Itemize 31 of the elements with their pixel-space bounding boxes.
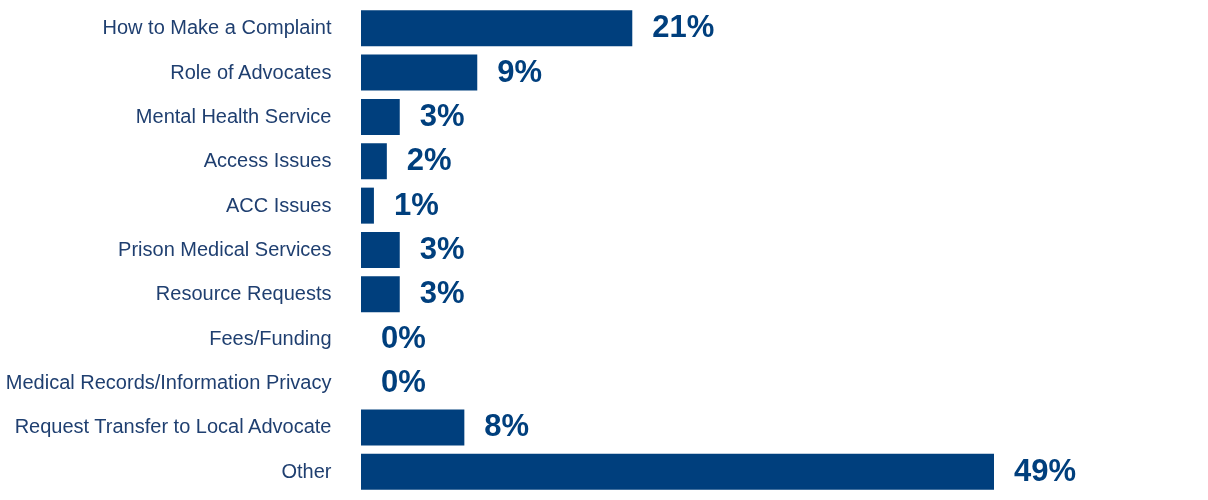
data-label: 9% [497,53,543,89]
bar [361,276,400,313]
bar [361,453,994,490]
data-label: 0% [381,364,426,400]
y-tick-label: ACC Issues [225,193,332,216]
y-tick-label: Role of Advocates [170,60,332,83]
data-label: 3% [419,97,465,133]
bar [361,10,633,47]
data-label: 8% [484,408,530,444]
y-tick-label: Request Transfer to Local Advocate [14,415,332,438]
y-tick-label: Fees/Funding [209,326,332,349]
bar [361,232,400,268]
y-tick-label: Access Issues [203,149,332,172]
y-tick-label: Other [281,459,332,482]
data-label: 1% [393,186,439,222]
data-label: 3% [419,275,465,311]
data-label: 49% [1014,452,1077,488]
y-tick-label: How to Make a Complaint [102,16,332,39]
y-tick-label: Resource Requests [155,282,332,305]
y-tick-label: Mental Health Service [135,104,332,127]
data-label: 2% [406,142,452,178]
bar [361,54,478,91]
y-tick-label: Medical Records/Information Privacy [5,371,332,394]
bar [361,187,374,224]
data-label: 0% [381,319,426,355]
bar [361,409,465,446]
bar [361,143,387,180]
data-label: 21% [652,9,715,45]
y-tick-label: Prison Medical Services [118,238,332,260]
bar [361,98,400,135]
data-label: 3% [419,231,465,266]
